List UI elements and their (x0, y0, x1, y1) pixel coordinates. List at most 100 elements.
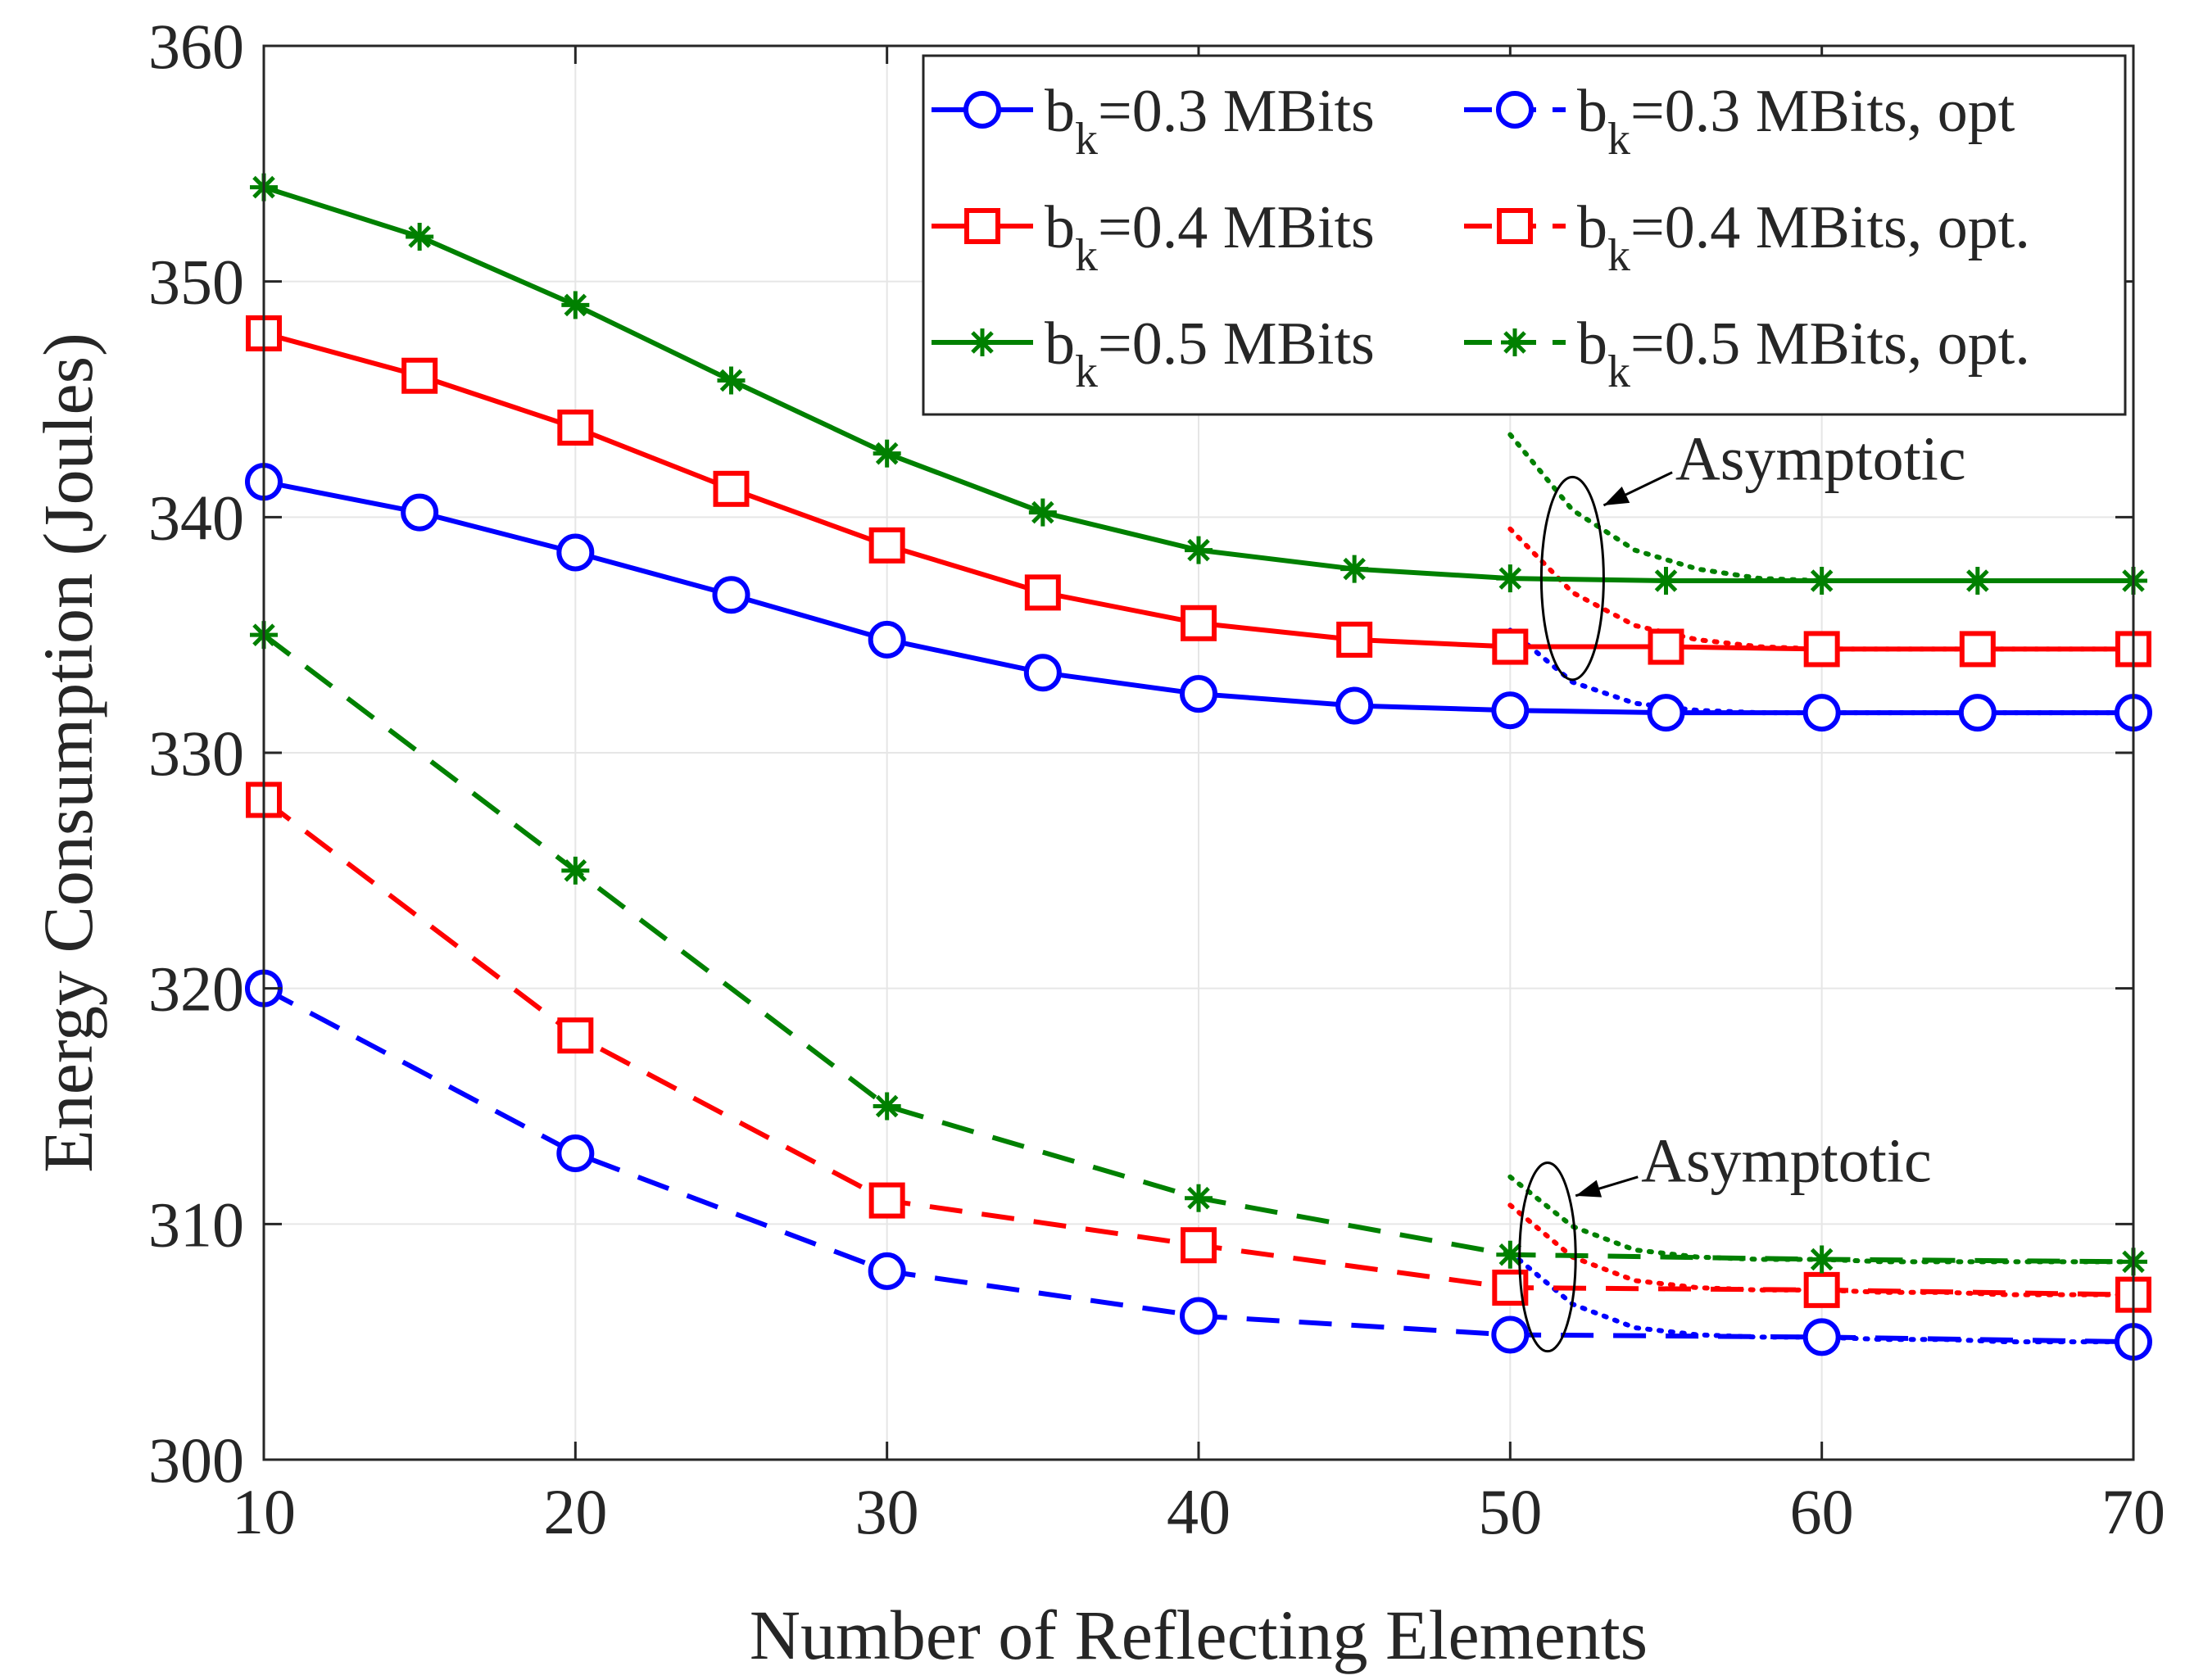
legend-marker (1497, 208, 1533, 244)
data-point (1028, 498, 1057, 527)
data-point (1181, 605, 1217, 641)
data-point (561, 856, 590, 885)
marker-stroke (719, 369, 743, 392)
legend-label-subscript: k (1607, 230, 1630, 281)
legend-label-subscript: k (1075, 346, 1098, 397)
data-point (1491, 691, 1530, 730)
annotation-label: Asymptotic (1675, 424, 1966, 493)
legend-label-main: b (1045, 194, 1075, 261)
x-tick-label: 30 (855, 1476, 919, 1547)
data-point (1492, 628, 1529, 665)
data-point (1185, 536, 1213, 564)
data-point (401, 493, 439, 532)
legend-marker (963, 91, 1001, 129)
data-point (868, 620, 906, 659)
data-point (1802, 1318, 1841, 1356)
marker-stroke (875, 442, 899, 465)
legend-marker (964, 208, 1000, 244)
legend-entry-5: bk=0.5 MBits, opt. (1464, 310, 2030, 397)
data-point (561, 291, 590, 319)
data-point (1181, 1227, 1217, 1264)
data-point (557, 1017, 594, 1054)
marker-stroke (1810, 1248, 1834, 1271)
data-point (713, 470, 750, 507)
asymptotic-curve-upper (1507, 432, 2136, 584)
data-point (1802, 694, 1841, 732)
x-axis-label: Number of Reflecting Elements (750, 1596, 1648, 1674)
marker-stroke (1498, 1243, 1522, 1266)
marker-stroke (1654, 569, 1678, 592)
marker-stroke (1343, 557, 1366, 581)
marker-stroke (1031, 500, 1054, 524)
data-point (1807, 567, 1836, 595)
legend-entry-1: bk=0.3 MBits, opt (1464, 78, 2015, 165)
data-point (1336, 621, 1373, 658)
x-tick-label: 10 (232, 1476, 296, 1547)
marker-stroke (1498, 567, 1522, 590)
series-layer (245, 173, 2152, 1361)
legend-label-subscript: k (1607, 346, 1630, 397)
annotation-layer: Asymptotic Asymptotic (1518, 424, 1966, 1353)
y-tick-label: 360 (148, 11, 244, 82)
annotation-label: Asymptotic (1641, 1127, 1932, 1196)
data-point (1648, 628, 1684, 665)
data-point (556, 533, 595, 572)
data-point (1496, 564, 1525, 593)
data-point (868, 1252, 906, 1290)
marker-stroke (564, 859, 587, 882)
data-point (401, 357, 438, 394)
y-axis-label: Energy Consumption (Joules) (29, 333, 107, 1173)
marker-stroke (1187, 538, 1210, 562)
legend-entry-4: bk=0.5 MBits (932, 310, 1375, 397)
annotation-arrow-head (1603, 487, 1630, 505)
marker-stroke (875, 1094, 899, 1118)
data-point (717, 366, 746, 395)
legend-label-main: b (1577, 78, 1607, 145)
legend-label-subscript: k (1075, 114, 1098, 165)
data-point (1335, 686, 1374, 725)
ticks: 10 20 30 40 50 60 70 300 310 320 330 340 350 360 (148, 11, 2165, 1547)
annotation-arrow-head (1575, 1180, 1602, 1198)
data-point (1647, 694, 1685, 732)
marker-stroke (1966, 569, 1989, 592)
y-tick-label: 330 (148, 718, 244, 789)
data-point (1024, 574, 1061, 611)
x-tick-label: 50 (1478, 1476, 1542, 1547)
data-point (1491, 1315, 1530, 1354)
marker-stroke (971, 331, 994, 354)
data-point (868, 527, 905, 564)
legend-label-rest: =0.5 MBits, opt. (1630, 310, 2030, 378)
x-tick-label: 60 (1790, 1476, 1854, 1547)
legend-label-main: b (1577, 194, 1607, 261)
marker-stroke (408, 225, 431, 248)
series-0 (245, 463, 2152, 732)
marker-stroke (1810, 569, 1834, 592)
data-point (1340, 555, 1369, 583)
legend-label-main: b (1577, 310, 1607, 378)
legend-marker (1501, 328, 1529, 356)
legend-label-rest: =0.4 MBits, opt. (1630, 194, 2030, 261)
legend-label-main: b (1045, 78, 1075, 145)
legend-label: bk=0.4 MBits (1045, 194, 1375, 281)
data-point (1807, 1245, 1836, 1274)
annotation-1: Asymptotic (1518, 1127, 1932, 1353)
legend-entry-3: bk=0.4 MBits, opt. (1464, 194, 2030, 281)
annotation-0: Asymptotic (1539, 424, 1966, 682)
y-tick-label: 340 (148, 482, 244, 553)
marker-stroke (1503, 331, 1526, 354)
legend-label-main: b (1045, 310, 1075, 378)
y-tick-label: 300 (148, 1424, 244, 1496)
x-tick-label: 20 (543, 1476, 607, 1547)
legend-label-rest: =0.3 MBits, opt (1630, 78, 2015, 145)
data-point (1180, 1297, 1217, 1335)
x-tick-label: 70 (2101, 1476, 2165, 1547)
data-point (557, 410, 594, 446)
x-tick-label: 40 (1167, 1476, 1231, 1547)
data-point (873, 1092, 901, 1121)
legend-label-subscript: k (1607, 114, 1630, 165)
data-point (1803, 631, 1840, 668)
legend-marker (968, 328, 996, 356)
y-tick-label: 320 (148, 953, 244, 1025)
